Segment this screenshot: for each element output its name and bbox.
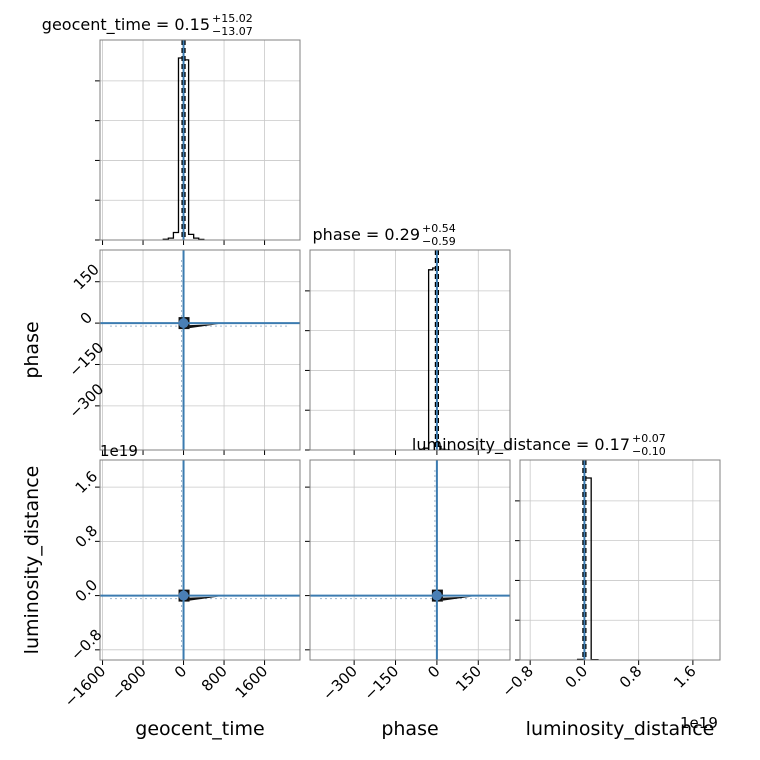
y-tick-label-luminosity_distance: 0.8 bbox=[72, 522, 102, 552]
histogram-luminosity_distance bbox=[576, 477, 599, 661]
panel-frame bbox=[309, 249, 511, 451]
x-tick-label-phase: 0 bbox=[424, 662, 443, 681]
y-tick-label-phase: 150 bbox=[70, 260, 103, 293]
x-tick-label-geocent_time: 0 bbox=[171, 662, 190, 681]
title-minus: −13.07 bbox=[212, 25, 253, 38]
title-plus: +0.07 bbox=[632, 432, 666, 445]
y-axis-label-luminosity_distance: luminosity_distance bbox=[21, 466, 43, 655]
title-minus: −0.59 bbox=[422, 235, 456, 248]
panel-frame bbox=[519, 459, 721, 661]
panel-2-1 bbox=[305, 459, 511, 665]
y-axis-label-phase: phase bbox=[21, 321, 43, 378]
x-axis-label-phase: phase bbox=[381, 718, 438, 740]
x-tick-label-luminosity_distance: 0.0 bbox=[562, 662, 592, 692]
x-tick-label-geocent_time: −1600 bbox=[61, 662, 110, 711]
y-tick-label-luminosity_distance: 1.6 bbox=[72, 467, 102, 497]
panel-frame bbox=[309, 459, 511, 661]
truth-point bbox=[178, 590, 189, 601]
offset-text-x: 1e19 bbox=[680, 714, 718, 732]
density-tail bbox=[442, 596, 472, 601]
truth-point bbox=[178, 318, 189, 329]
panel-0-0 bbox=[95, 39, 301, 245]
density-tail bbox=[189, 324, 219, 329]
y-tick-label-phase: −150 bbox=[65, 339, 107, 381]
offset-text-y: 1e19 bbox=[100, 442, 138, 460]
title-plus: +0.54 bbox=[422, 222, 456, 235]
x-tick-label-luminosity_distance: 1.6 bbox=[670, 662, 700, 692]
density-tail bbox=[189, 596, 219, 601]
panel-1-1 bbox=[305, 249, 511, 455]
title-minus: −0.10 bbox=[632, 445, 666, 458]
title-main: luminosity_distance = 0.17 bbox=[412, 435, 630, 455]
y-tick-label-phase: 0 bbox=[77, 308, 96, 327]
x-tick-label-phase: 150 bbox=[452, 662, 485, 695]
panel-frame bbox=[99, 39, 301, 241]
truth-point bbox=[431, 590, 442, 601]
x-axis-label-luminosity_distance: luminosity_distance bbox=[526, 718, 715, 740]
y-tick-label-phase: −300 bbox=[65, 380, 107, 422]
panel-1-0 bbox=[95, 249, 301, 455]
x-tick-label-geocent_time: 1600 bbox=[232, 662, 272, 702]
panel-title-phase: phase = 0.29 +0.54−0.59 bbox=[313, 222, 456, 248]
y-tick-label-luminosity_distance: 0.0 bbox=[72, 576, 102, 606]
x-tick-label-phase: −300 bbox=[319, 662, 361, 704]
title-plus: +15.02 bbox=[212, 12, 253, 25]
panel-frame bbox=[99, 249, 301, 451]
panel-title-geocent_time: geocent_time = 0.15 +15.02−13.07 bbox=[42, 12, 253, 38]
x-tick-label-geocent_time: 800 bbox=[198, 662, 231, 695]
x-axis-label-geocent_time: geocent_time bbox=[135, 718, 264, 740]
panel-frame bbox=[99, 459, 301, 661]
panel-title-luminosity_distance: luminosity_distance = 0.17 +0.07−0.10 bbox=[412, 432, 666, 458]
title-main: phase = 0.29 bbox=[313, 225, 420, 244]
panel-2-0 bbox=[95, 459, 301, 665]
x-tick-label-luminosity_distance: −0.8 bbox=[499, 662, 537, 700]
x-tick-label-luminosity_distance: 0.8 bbox=[616, 662, 646, 692]
title-main: geocent_time = 0.15 bbox=[42, 15, 210, 35]
x-tick-label-geocent_time: −800 bbox=[108, 662, 150, 704]
panel-2-2 bbox=[515, 459, 721, 665]
x-tick-label-phase: −150 bbox=[360, 662, 402, 704]
